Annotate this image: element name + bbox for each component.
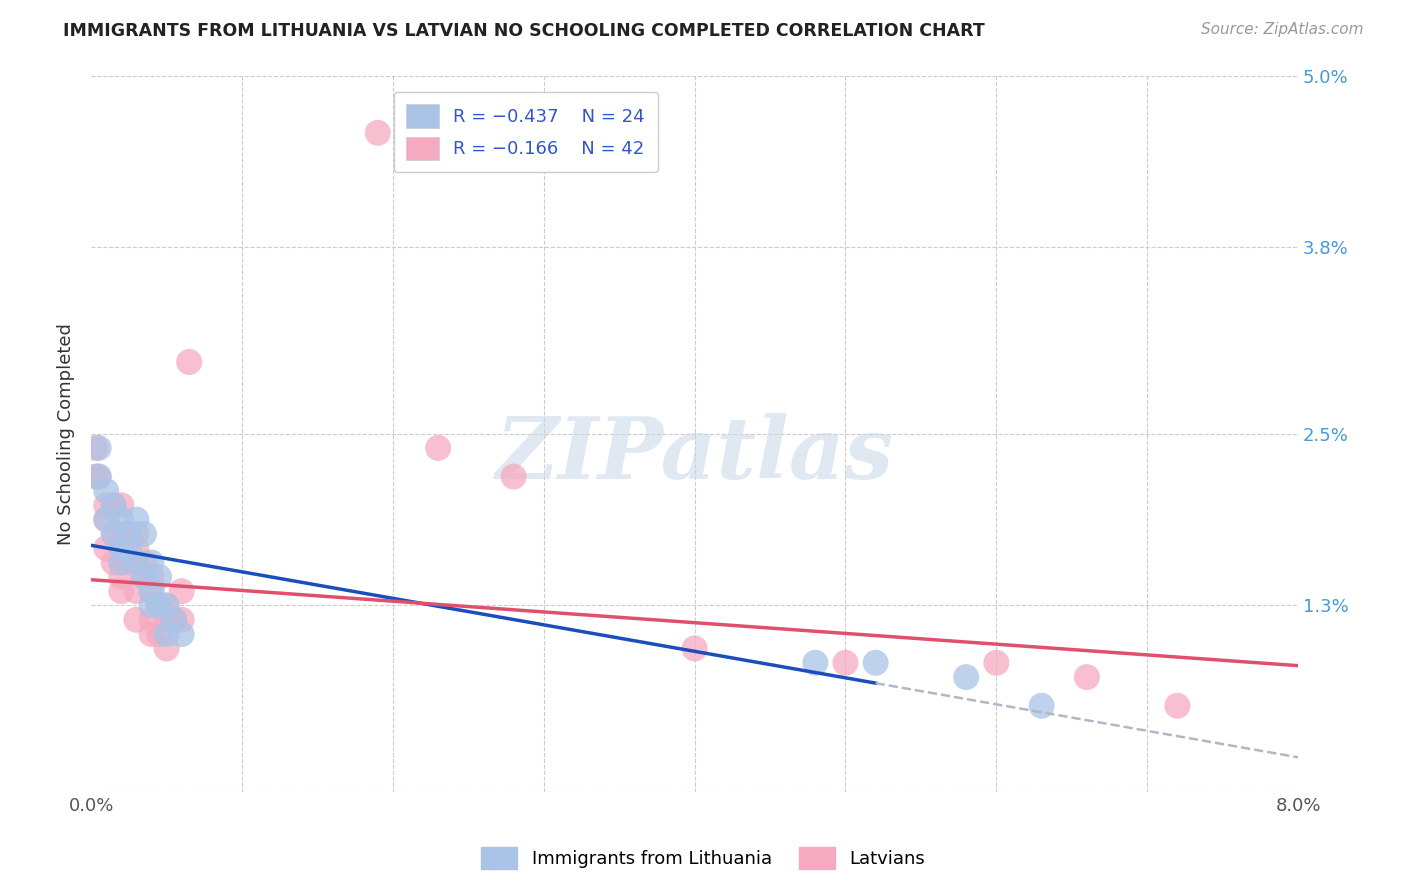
Point — [955, 670, 977, 684]
Point — [103, 498, 125, 512]
Point — [132, 570, 155, 584]
Point — [141, 599, 163, 613]
Point — [834, 656, 856, 670]
Point — [103, 527, 125, 541]
Point — [118, 527, 141, 541]
Point — [141, 556, 163, 570]
Legend: Immigrants from Lithuania, Latvians: Immigrants from Lithuania, Latvians — [472, 838, 934, 879]
Point — [118, 556, 141, 570]
Point — [163, 613, 186, 627]
Point — [118, 527, 141, 541]
Point — [683, 641, 706, 656]
Point — [132, 570, 155, 584]
Point — [804, 656, 827, 670]
Point — [103, 498, 125, 512]
Point — [141, 584, 163, 599]
Point — [170, 627, 193, 641]
Point — [141, 584, 163, 599]
Point — [502, 469, 524, 483]
Text: ZIPatlas: ZIPatlas — [495, 413, 894, 497]
Point — [986, 656, 1008, 670]
Point — [125, 541, 148, 556]
Text: IMMIGRANTS FROM LITHUANIA VS LATVIAN NO SCHOOLING COMPLETED CORRELATION CHART: IMMIGRANTS FROM LITHUANIA VS LATVIAN NO … — [63, 22, 986, 40]
Point — [125, 527, 148, 541]
Point — [148, 570, 170, 584]
Point — [367, 126, 389, 140]
Point — [103, 527, 125, 541]
Point — [87, 469, 110, 483]
Point — [110, 512, 132, 526]
Point — [110, 570, 132, 584]
Point — [179, 355, 201, 369]
Point — [125, 613, 148, 627]
Point — [163, 613, 186, 627]
Y-axis label: No Schooling Completed: No Schooling Completed — [58, 323, 75, 544]
Point — [141, 613, 163, 627]
Point — [110, 584, 132, 599]
Point — [84, 441, 107, 455]
Point — [132, 527, 155, 541]
Point — [155, 599, 177, 613]
Point — [141, 570, 163, 584]
Point — [148, 599, 170, 613]
Point — [96, 512, 118, 526]
Point — [155, 641, 177, 656]
Point — [110, 498, 132, 512]
Point — [1076, 670, 1098, 684]
Point — [125, 556, 148, 570]
Point — [125, 556, 148, 570]
Text: Source: ZipAtlas.com: Source: ZipAtlas.com — [1201, 22, 1364, 37]
Point — [533, 126, 555, 140]
Point — [110, 556, 132, 570]
Point — [84, 469, 107, 483]
Point — [110, 527, 132, 541]
Point — [865, 656, 887, 670]
Point — [125, 584, 148, 599]
Point — [170, 613, 193, 627]
Point — [132, 556, 155, 570]
Point — [87, 469, 110, 483]
Point — [103, 556, 125, 570]
Point — [125, 512, 148, 526]
Point — [1031, 698, 1053, 713]
Point — [87, 441, 110, 455]
Point — [96, 512, 118, 526]
Point — [148, 627, 170, 641]
Point — [110, 556, 132, 570]
Point — [118, 541, 141, 556]
Point — [1166, 698, 1188, 713]
Point — [155, 599, 177, 613]
Point — [110, 541, 132, 556]
Point — [427, 441, 450, 455]
Point — [141, 627, 163, 641]
Point — [96, 498, 118, 512]
Point — [155, 613, 177, 627]
Point — [155, 627, 177, 641]
Point — [96, 483, 118, 498]
Point — [148, 599, 170, 613]
Point — [96, 541, 118, 556]
Point — [170, 584, 193, 599]
Legend: R = −0.437    N = 24, R = −0.166    N = 42: R = −0.437 N = 24, R = −0.166 N = 42 — [394, 92, 658, 172]
